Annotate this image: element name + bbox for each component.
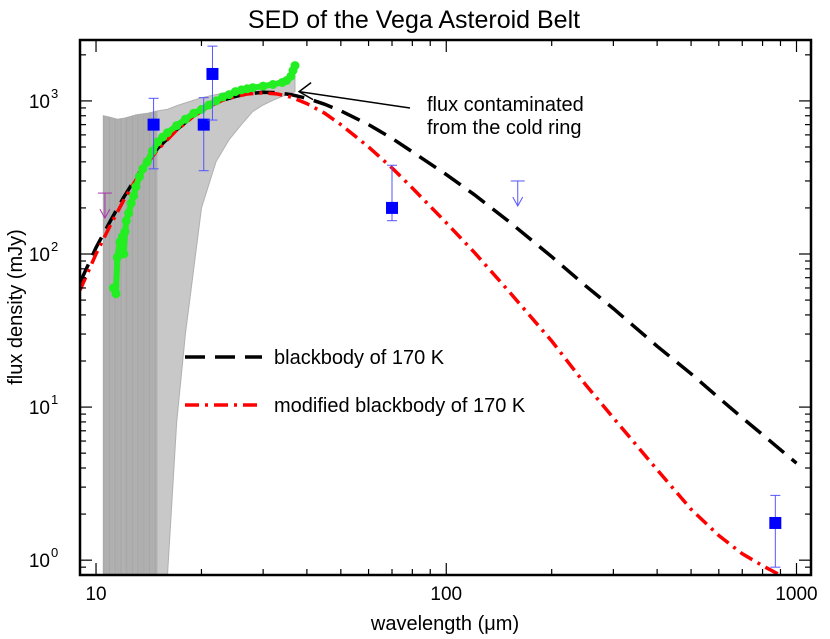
spectrum-ribbon (110, 64, 298, 297)
annotation-line-1: flux contaminated (427, 94, 584, 116)
y-tick-label: 10 (29, 245, 50, 266)
x-tick-label: 100 (430, 584, 462, 605)
annotation-arrow (298, 90, 411, 109)
photometry-point (769, 516, 782, 529)
y-tick-label: 10 (29, 551, 50, 572)
annotation-arrowhead (297, 82, 314, 101)
photometry-point (386, 201, 399, 214)
legend-label-blackbody: blackbody of 170 K (274, 347, 445, 369)
legend-label-modified-blackbody: modified blackbody of 170 K (274, 395, 526, 417)
chart-title: SED of the Vega Asteroid Belt (248, 6, 580, 34)
y-tick-label-exponent: 2 (51, 239, 58, 254)
plot-frame (78, 38, 813, 577)
photometry-point (206, 67, 219, 80)
x-axis-label: wavelength (μm) (370, 613, 519, 635)
y-tick-label: 10 (29, 398, 50, 419)
y-axis-label: flux density (mJy) (5, 229, 27, 385)
plot-content (80, 45, 798, 575)
y-tick-label-exponent: 0 (51, 545, 58, 560)
spectrum-error-band (102, 74, 296, 575)
photometry-point (147, 118, 160, 131)
upper-limit-arrow (99, 208, 111, 220)
annotation: flux contaminated from the cold ring (297, 82, 584, 139)
y-tick-label: 10 (29, 92, 50, 113)
upper-limit-arrow (512, 196, 524, 207)
blackbody-curve (80, 90, 798, 465)
plot-area (80, 45, 798, 575)
y-tick-label-exponent: 3 (51, 86, 58, 101)
annotation-line-2: from the cold ring (427, 117, 582, 139)
x-tick-label: 10 (85, 584, 106, 605)
photometry-point (197, 118, 210, 131)
y-tick-label-exponent: 1 (51, 392, 58, 407)
legend: blackbody of 170 K modified blackbody of… (185, 347, 526, 417)
x-tick-label: 1000 (775, 584, 817, 605)
